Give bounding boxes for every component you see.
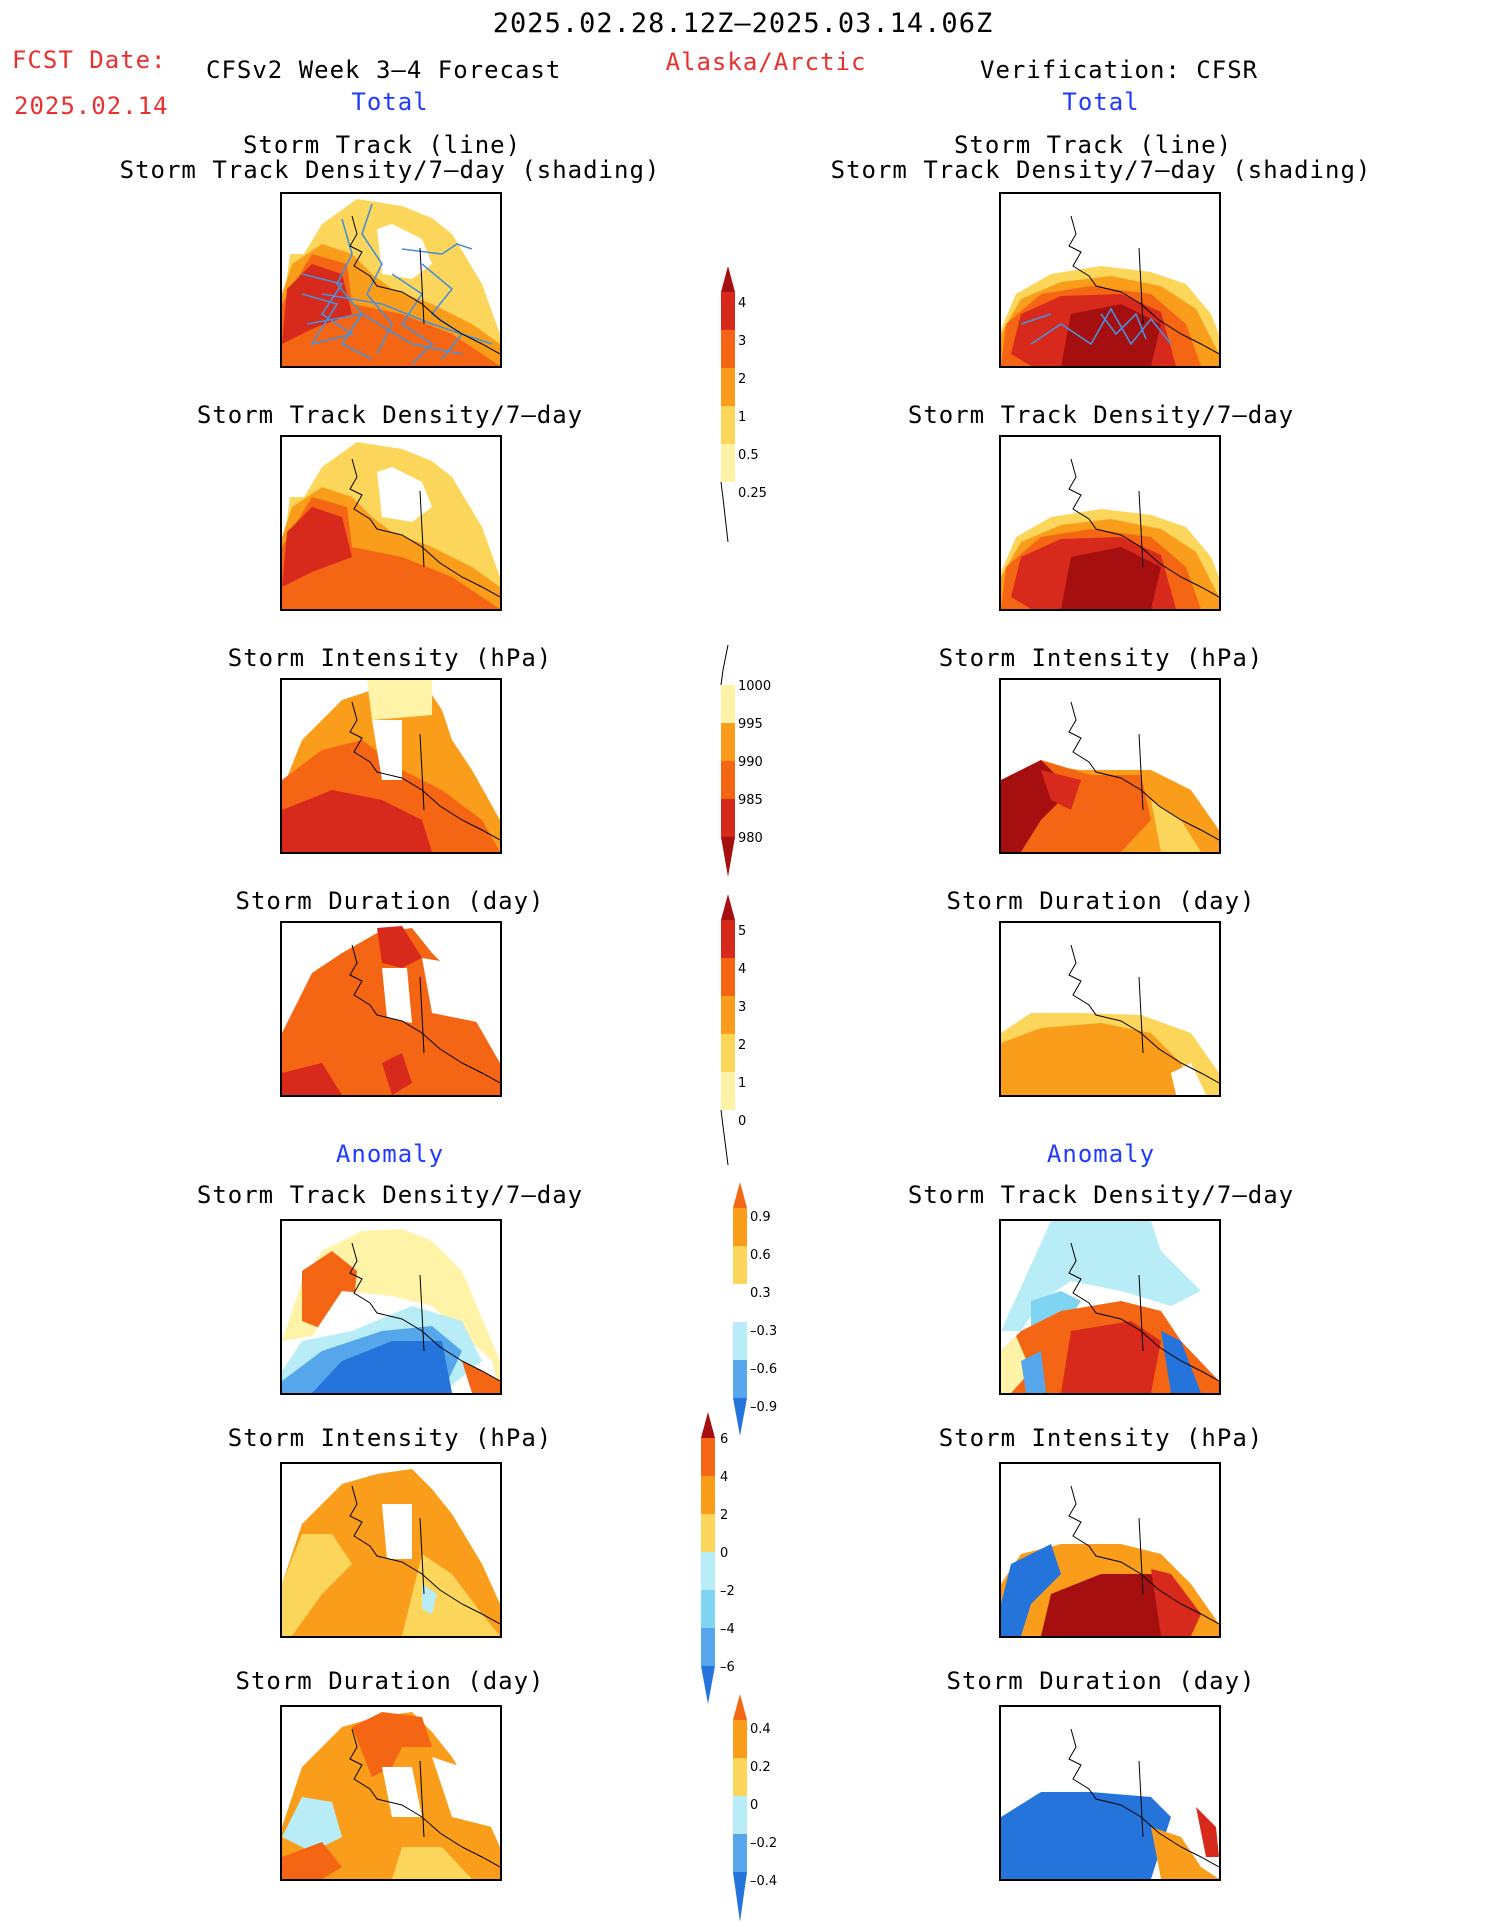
- panel-title-intensity-right: Storm Intensity (hPa): [938, 644, 1264, 672]
- fcst-date-value: 2025.02.14: [14, 92, 169, 120]
- colorbar-density: 4 3 2 1 0.5 0.25: [720, 262, 800, 546]
- panel-title-duration-left: Storm Duration (day): [235, 887, 545, 915]
- colorbar-duration: 5 4 3 2 1 0: [720, 890, 800, 1174]
- map-duration-verification: [999, 921, 1221, 1097]
- map-track-line-forecast: [280, 192, 502, 368]
- map-anom-duration-verification: [999, 1705, 1221, 1881]
- colorbar-duration-tick: 3: [738, 1000, 747, 1015]
- colorbar-anom-density-tick: 0.3: [750, 1286, 771, 1301]
- map-anom-intensity-verification: [999, 1462, 1221, 1638]
- region-title: Alaska/Arctic: [665, 48, 867, 76]
- panel-title-anom-intensity-left: Storm Intensity (hPa): [227, 1424, 553, 1452]
- colorbar-density-tick: 2: [738, 372, 747, 387]
- colorbar-anom-density: 0.9 0.6 0.3 –0.3 –0.6 –0.9: [732, 1178, 802, 1462]
- panel-title-track-line-left: Storm Track (line): [242, 131, 522, 159]
- colorbar-intensity-tick: 980: [738, 831, 763, 846]
- panel-title-anom-density-right: Storm Track Density/7–day: [907, 1181, 1295, 1209]
- colorbar-intensity-tick: 995: [738, 717, 763, 732]
- panel-title-anom-density-left: Storm Track Density/7–day: [196, 1181, 584, 1209]
- panel-subtitle-track-line-right: Storm Track Density/7–day (shading): [830, 156, 1372, 184]
- colorbar-density-tick: 0.25: [738, 486, 767, 501]
- panel-title-anom-duration-right: Storm Duration (day): [946, 1667, 1256, 1695]
- panel-subtitle-track-line-left: Storm Track Density/7–day (shading): [119, 156, 661, 184]
- verification-title: Verification: CFSR: [980, 56, 1259, 84]
- map-anom-density-forecast: [280, 1219, 502, 1395]
- colorbar-anom-duration: 0.4 0.2 0 –0.2 –0.4: [732, 1690, 802, 1929]
- colorbar-duration-tick: 0: [738, 1114, 747, 1129]
- colorbar-anom-density-tick: 0.9: [750, 1210, 771, 1225]
- colorbar-anom-density-tick: 0.6: [750, 1248, 771, 1263]
- colorbar-anom-duration-tick: 0.2: [750, 1760, 771, 1775]
- colorbar-density-tick: 0.5: [738, 448, 759, 463]
- map-density-verification: [999, 435, 1221, 611]
- left-total-label: Total: [351, 88, 429, 116]
- anomaly-label-left: Anomaly: [335, 1140, 445, 1168]
- colorbar-anom-density-tick: –0.3: [750, 1324, 778, 1339]
- panel-title-track-line-right: Storm Track (line): [953, 131, 1233, 159]
- panel-title-anom-intensity-right: Storm Intensity (hPa): [938, 1424, 1264, 1452]
- map-anom-density-verification: [999, 1219, 1221, 1395]
- fcst-date-label: FCST Date:: [12, 46, 167, 74]
- colorbar-anom-density-tick: –0.6: [750, 1362, 778, 1377]
- colorbar-intensity-tick: 1000: [738, 679, 772, 694]
- colorbar-duration-tick: 2: [738, 1038, 747, 1053]
- colorbar-anom-intensity-tick: 6: [720, 1432, 729, 1447]
- colorbar-intensity-tick: 990: [738, 755, 763, 770]
- panel-title-density-right: Storm Track Density/7–day: [907, 401, 1295, 429]
- right-total-label: Total: [1062, 88, 1140, 116]
- panel-title-density-left: Storm Track Density/7–day: [196, 401, 584, 429]
- colorbar-anom-intensity-tick: 0: [720, 1546, 729, 1561]
- colorbar-duration-tick: 5: [738, 924, 747, 939]
- colorbar-anom-duration-tick: 0.4: [750, 1722, 771, 1737]
- colorbar-anom-intensity-tick: 4: [720, 1470, 729, 1485]
- colorbar-density-tick: 3: [738, 334, 747, 349]
- colorbar-anom-duration-tick: 0: [750, 1798, 759, 1813]
- map-anom-intensity-forecast: [280, 1462, 502, 1638]
- colorbar-anom-intensity-tick: 2: [720, 1508, 729, 1523]
- date-range-title: 2025.02.28.12Z–2025.03.14.06Z: [492, 8, 994, 39]
- colorbar-anom-duration-tick: –0.4: [750, 1874, 778, 1889]
- colorbar-duration-tick: 1: [738, 1076, 747, 1091]
- colorbar-anom-intensity: 6 4 2 0 –2 –4 –6: [700, 1408, 770, 1722]
- map-density-forecast: [280, 435, 502, 611]
- colorbar-anom-duration-tick: –0.2: [750, 1836, 778, 1851]
- anomaly-label-right: Anomaly: [1046, 1140, 1156, 1168]
- colorbar-anom-intensity-tick: –4: [720, 1622, 735, 1637]
- colorbar-intensity: 1000 995 990 985 980: [720, 644, 800, 889]
- panel-title-duration-right: Storm Duration (day): [946, 887, 1256, 915]
- colorbar-duration-tick: 4: [738, 962, 747, 977]
- map-anom-duration-forecast: [280, 1705, 502, 1881]
- map-track-line-verification: [999, 192, 1221, 368]
- forecast-title: CFSv2 Week 3–4 Forecast: [206, 56, 562, 84]
- colorbar-density-tick: 1: [738, 410, 747, 425]
- colorbar-density-tick: 4: [738, 296, 747, 311]
- colorbar-anom-density-tick: –0.9: [750, 1400, 778, 1415]
- colorbar-intensity-tick: 985: [738, 793, 763, 808]
- colorbar-anom-intensity-tick: –2: [720, 1584, 735, 1599]
- panel-title-intensity-left: Storm Intensity (hPa): [227, 644, 553, 672]
- map-intensity-verification: [999, 678, 1221, 854]
- map-intensity-forecast: [280, 678, 502, 854]
- panel-title-anom-duration-left: Storm Duration (day): [235, 1667, 545, 1695]
- map-duration-forecast: [280, 921, 502, 1097]
- colorbar-anom-intensity-tick: –6: [720, 1660, 735, 1675]
